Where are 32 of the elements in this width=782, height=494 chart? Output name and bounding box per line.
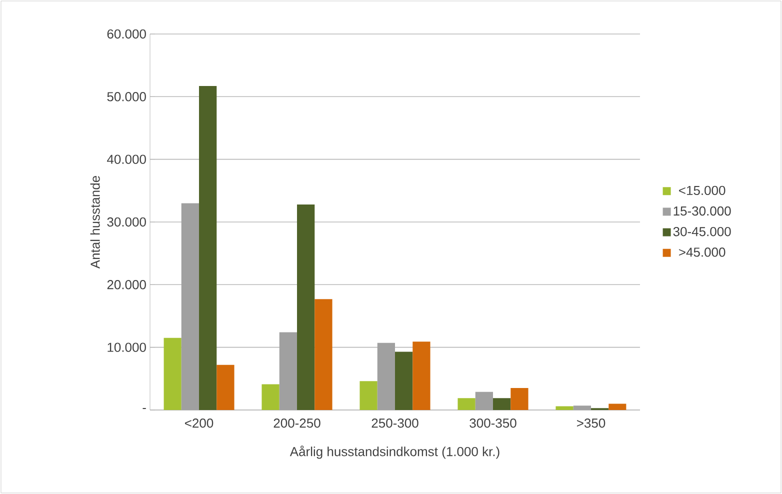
bar [608, 404, 626, 410]
bar [458, 398, 476, 410]
bar [556, 406, 574, 410]
bar [395, 352, 413, 410]
y-tick-label: 60.000 [107, 29, 146, 39]
y-tick-label: 50.000 [107, 92, 146, 102]
bar [262, 384, 280, 410]
bar [199, 86, 217, 410]
y-tick-label: - [142, 408, 146, 410]
x-tick-label: 200-250 [274, 418, 320, 428]
x-axis-title: Aårlig husstandsindkomst (1.000 kr.) [290, 446, 500, 459]
bar [314, 299, 332, 410]
y-tick-label: 30.000 [107, 217, 146, 227]
x-tick-label: >350 [577, 418, 606, 428]
bar [493, 398, 511, 410]
y-tick-label: 20.000 [107, 280, 146, 290]
legend-label: 15-30.000 [674, 206, 731, 216]
bar [164, 338, 182, 410]
bar [360, 381, 378, 410]
bar [216, 364, 234, 410]
legend-label: 30-45.000 [673, 226, 731, 236]
bar [412, 342, 430, 410]
y-axis-title: Antal husstande [90, 176, 100, 269]
x-tick-label: 250-300 [372, 418, 418, 428]
y-tick-label: 10.000 [108, 342, 146, 352]
legend-label: >45.000 [679, 248, 726, 257]
bar [510, 388, 528, 410]
x-tick-label: 300-350 [470, 418, 516, 428]
y-tick-label: 40.000 [107, 154, 146, 164]
legend-label: <15.000 [679, 186, 726, 196]
x-tick-label: <200 [185, 418, 214, 428]
bar [297, 204, 315, 410]
